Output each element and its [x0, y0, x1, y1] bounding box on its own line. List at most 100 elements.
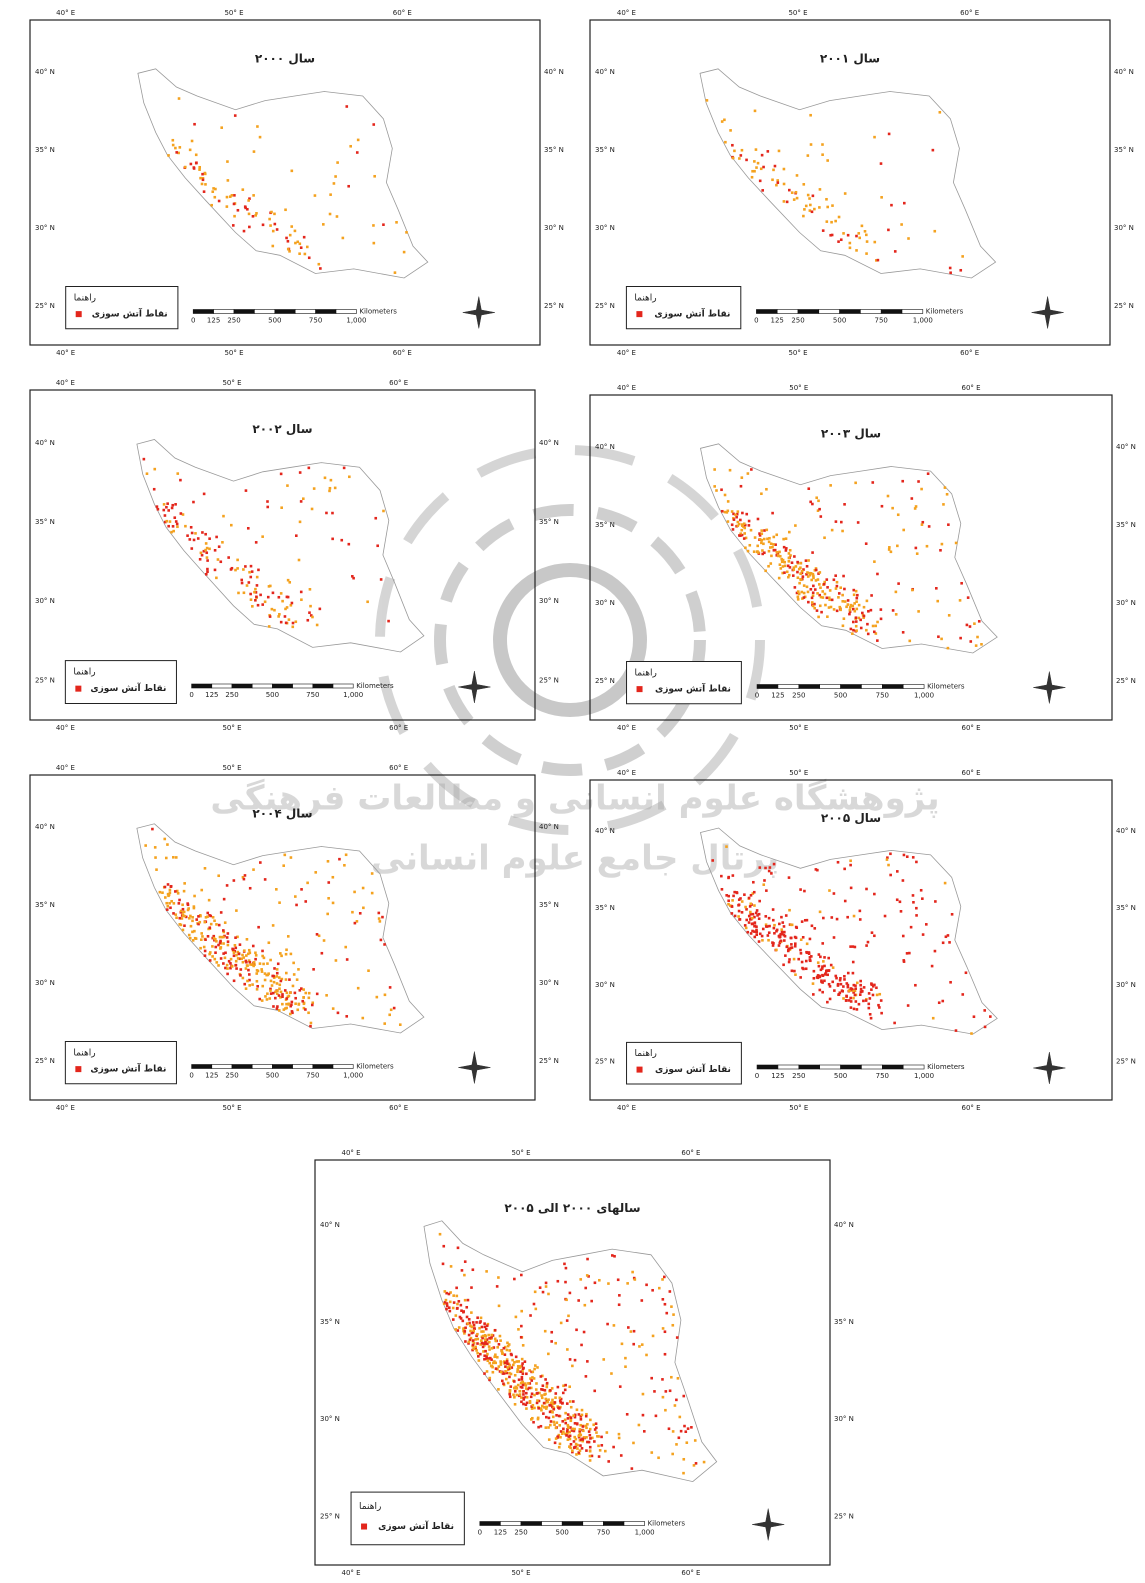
fire-point: [293, 973, 296, 976]
fire-point: [871, 481, 874, 484]
fire-point: [800, 952, 803, 955]
fire-point: [382, 223, 385, 226]
fire-point: [802, 215, 805, 218]
fire-point: [252, 215, 255, 218]
fire-point: [546, 1401, 549, 1404]
fire-point: [816, 609, 819, 612]
fire-point: [748, 544, 751, 547]
fire-point: [170, 885, 173, 888]
fire-point: [907, 1004, 910, 1007]
fire-point: [306, 882, 309, 885]
fire-point: [172, 525, 175, 528]
fire-point: [819, 571, 822, 574]
fire-point: [799, 572, 802, 575]
fire-point: [201, 531, 204, 534]
scale-label: 0: [478, 1529, 482, 1537]
fire-point: [940, 638, 943, 641]
fire-point: [169, 906, 172, 909]
lat-label: 35° N: [35, 146, 55, 154]
fire-point: [870, 609, 873, 612]
scale-segment: [336, 310, 356, 314]
scale-unit: Kilometers: [927, 1063, 965, 1071]
fire-point: [294, 997, 297, 1000]
fire-point: [669, 1290, 672, 1293]
fire-point: [581, 1409, 584, 1412]
fire-point: [280, 621, 283, 624]
fire-point: [304, 992, 307, 995]
fire-point: [482, 1335, 485, 1338]
scale-unit: Kilometers: [356, 1063, 394, 1071]
fire-point: [866, 240, 869, 243]
fire-point: [831, 234, 834, 237]
fire-point: [202, 179, 205, 182]
lat-label: 30° N: [35, 979, 55, 987]
fire-point: [750, 529, 753, 532]
fire-point: [876, 994, 879, 997]
fire-point: [677, 1377, 680, 1380]
fire-point: [783, 925, 786, 928]
fire-point: [455, 1314, 458, 1317]
fire-point: [794, 586, 797, 589]
fire-point: [154, 856, 157, 859]
fire-point: [204, 954, 207, 957]
lat-label: 25° N: [320, 1512, 340, 1520]
fire-point: [738, 898, 741, 901]
fire-point: [501, 1351, 504, 1354]
fire-point: [797, 576, 800, 579]
fire-point: [261, 970, 264, 973]
fire-point: [852, 621, 855, 624]
fire-point: [472, 1321, 475, 1324]
fire-point: [781, 921, 784, 924]
fire-point: [533, 1368, 536, 1371]
fire-point: [638, 1424, 641, 1427]
fire-point: [849, 609, 852, 612]
fire-point: [922, 933, 925, 936]
fire-point: [472, 1268, 475, 1271]
fire-point: [449, 1301, 452, 1304]
fire-point: [841, 594, 844, 597]
fire-point: [586, 1258, 589, 1261]
fire-point: [794, 945, 797, 948]
fire-point: [461, 1320, 464, 1323]
fire-point: [168, 902, 171, 905]
country-outline: [700, 69, 996, 278]
fire-point: [749, 911, 752, 914]
fire-point: [542, 1291, 545, 1294]
lat-label: 30° N: [595, 981, 615, 989]
fire-point: [575, 1438, 578, 1441]
fire-point: [204, 549, 207, 552]
fire-point: [536, 1399, 539, 1402]
map-panel: 40° E40° E50° E50° E60° E60° E40° N40° N…: [590, 769, 1136, 1112]
fire-point: [200, 938, 203, 941]
fire-point: [576, 1447, 579, 1450]
fire-point: [738, 910, 741, 913]
fire-point: [490, 1334, 493, 1337]
fire-point: [198, 166, 201, 169]
fire-point: [217, 964, 220, 967]
fire-point: [839, 977, 842, 980]
fire-point: [751, 917, 754, 920]
fire-point: [840, 521, 843, 524]
fire-point: [626, 1413, 629, 1416]
fire-point: [534, 1291, 537, 1294]
fire-point: [820, 969, 823, 972]
fire-point: [224, 951, 227, 954]
fire-point: [850, 1006, 853, 1009]
fire-point: [758, 913, 761, 916]
fire-point: [300, 888, 303, 891]
fire-point: [633, 1330, 636, 1333]
fire-point: [852, 961, 855, 964]
fire-point: [232, 224, 235, 227]
fire-point: [820, 611, 823, 614]
fire-point: [274, 991, 277, 994]
scale-label: 125: [771, 1072, 784, 1080]
fire-point: [856, 982, 859, 985]
fire-point: [788, 557, 791, 560]
fire-point: [175, 520, 178, 523]
fire-point: [278, 984, 281, 987]
fire-point: [873, 934, 876, 937]
scale-segment: [778, 1065, 799, 1069]
fire-point: [783, 168, 786, 171]
fire-point: [312, 968, 315, 971]
fire-point: [812, 195, 815, 198]
